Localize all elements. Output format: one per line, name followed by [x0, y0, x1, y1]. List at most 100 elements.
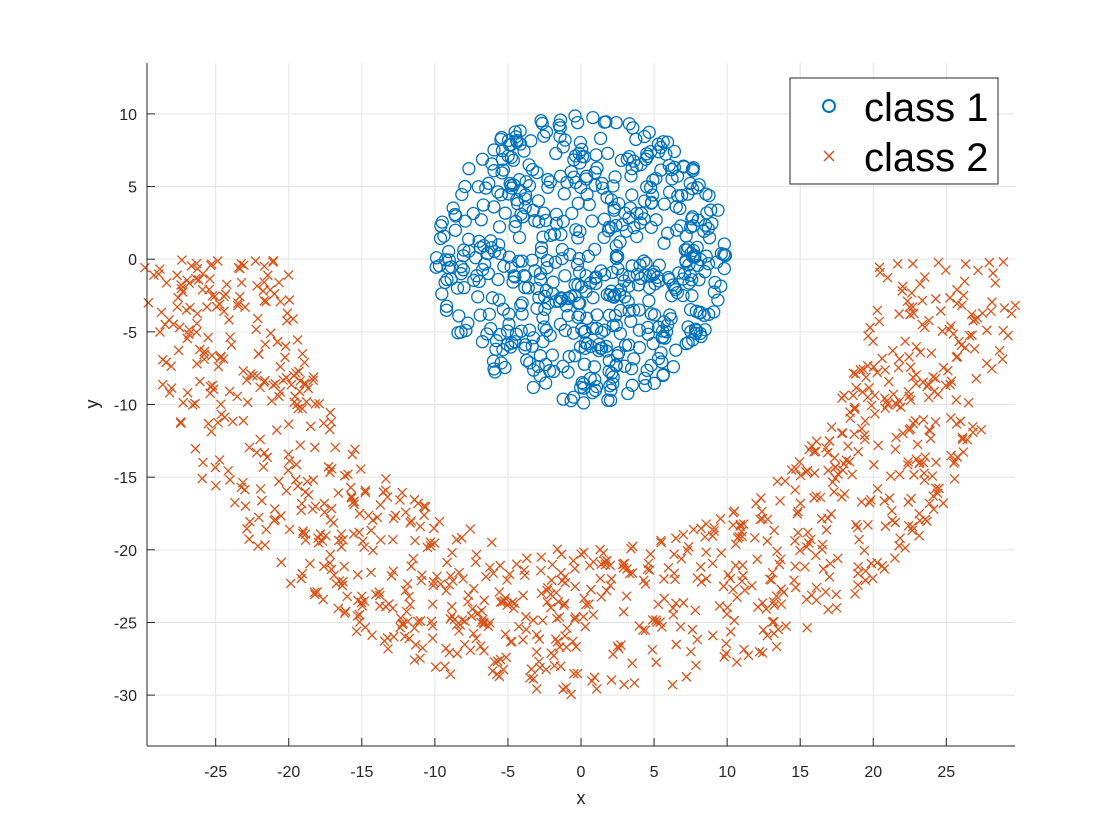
class-2-point — [258, 462, 269, 472]
class-2-point — [176, 255, 187, 265]
class-2-point — [715, 513, 726, 524]
class-2-point — [627, 658, 638, 669]
class-2-point — [725, 626, 736, 637]
class-2-point — [267, 257, 278, 268]
class-1-point — [651, 351, 666, 366]
class-1-point — [507, 269, 521, 283]
class-2-point — [304, 558, 315, 569]
class-2-point — [578, 547, 589, 558]
class-2-point — [325, 467, 335, 478]
class-2-point — [880, 521, 891, 532]
class-2-point — [269, 504, 280, 514]
class-2-point — [207, 380, 218, 391]
class-2-point — [521, 624, 532, 635]
class-2-point — [838, 458, 849, 469]
class-1-point — [455, 187, 469, 202]
class-2-point — [191, 318, 202, 329]
class-1-point — [632, 303, 646, 317]
class-2-point — [260, 339, 271, 350]
class-1-point — [611, 346, 626, 360]
class-2-point — [930, 416, 941, 427]
class-2-point — [729, 615, 740, 626]
class-1-point — [623, 201, 637, 215]
class-2-point — [224, 314, 235, 325]
class-2-point — [425, 540, 436, 551]
class-2-point — [707, 630, 718, 641]
class-1-point — [606, 377, 620, 391]
class-1-point — [662, 158, 676, 173]
class-2-point — [588, 556, 599, 567]
class-2-point — [562, 623, 572, 634]
class-2-point — [903, 497, 914, 508]
class-2-point — [956, 300, 967, 311]
class-2-point — [848, 390, 859, 401]
class-2-point — [640, 625, 651, 636]
class-2-point — [799, 561, 810, 572]
class-1-point — [619, 224, 633, 238]
class-1-point — [452, 309, 466, 323]
class-2-point — [251, 371, 262, 381]
class-2-point — [897, 428, 908, 439]
class-1-point — [626, 121, 640, 135]
class-1-point — [602, 353, 616, 368]
class-1-point — [692, 273, 706, 287]
class-2-point — [918, 377, 929, 388]
class-1-point — [692, 178, 706, 192]
class-1-point — [518, 201, 532, 215]
class-2-point — [307, 504, 318, 515]
class-1-point — [690, 323, 704, 338]
class-2-point — [352, 595, 363, 606]
class-2-point — [318, 561, 329, 572]
class-2-point — [531, 684, 542, 694]
class-2-point — [533, 656, 544, 667]
class-2-point — [492, 656, 503, 667]
class-2-point — [347, 449, 358, 460]
class-1-point — [613, 303, 628, 318]
class-2-point — [143, 297, 154, 308]
class-2-point — [274, 391, 284, 402]
class-1-point — [673, 201, 687, 216]
class-2-point — [685, 646, 696, 657]
class-2-point — [528, 615, 539, 626]
class-2-point — [969, 344, 980, 354]
class-1-point — [525, 339, 539, 353]
class-2-point — [274, 277, 284, 288]
class-2-point — [168, 319, 179, 330]
class-2-point — [409, 655, 420, 665]
class-1-point — [506, 275, 520, 289]
class-1-point — [601, 224, 616, 238]
class-2-point — [308, 375, 319, 386]
class-2-point — [292, 399, 303, 410]
class-2-point — [299, 378, 310, 389]
class-2-point — [690, 605, 701, 616]
class-2-point — [309, 442, 320, 453]
class-2-point — [495, 654, 506, 665]
class-2-point — [319, 498, 330, 509]
class-2-point — [887, 515, 898, 526]
class-2-point — [340, 606, 351, 617]
class-2-point — [251, 324, 262, 335]
class-1-point — [454, 267, 468, 281]
class-2-point — [768, 596, 779, 607]
class-2-point — [681, 671, 692, 682]
class-2-point — [709, 522, 720, 533]
class-2-point — [290, 368, 301, 379]
y-tick-label: -10 — [114, 398, 137, 415]
class-2-point — [197, 473, 208, 484]
class-2-point — [751, 498, 762, 509]
class-1-point — [457, 280, 471, 295]
class-2-point — [905, 423, 916, 434]
class-1-point — [517, 144, 531, 158]
class-2-point — [752, 554, 763, 565]
class-1-point — [587, 360, 602, 374]
class-1-point — [539, 323, 554, 338]
class-2-point — [214, 454, 225, 465]
class-1-point — [451, 326, 465, 340]
class-1-point — [578, 336, 593, 350]
class-2-point — [314, 398, 325, 409]
class-2-point — [866, 400, 877, 411]
class-2-point — [643, 558, 654, 569]
class-2-point — [406, 515, 417, 526]
class-1-point — [666, 360, 681, 374]
class-2-point — [518, 634, 528, 645]
